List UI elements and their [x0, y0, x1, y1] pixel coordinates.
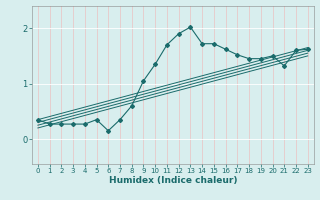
X-axis label: Humidex (Indice chaleur): Humidex (Indice chaleur) — [108, 176, 237, 185]
